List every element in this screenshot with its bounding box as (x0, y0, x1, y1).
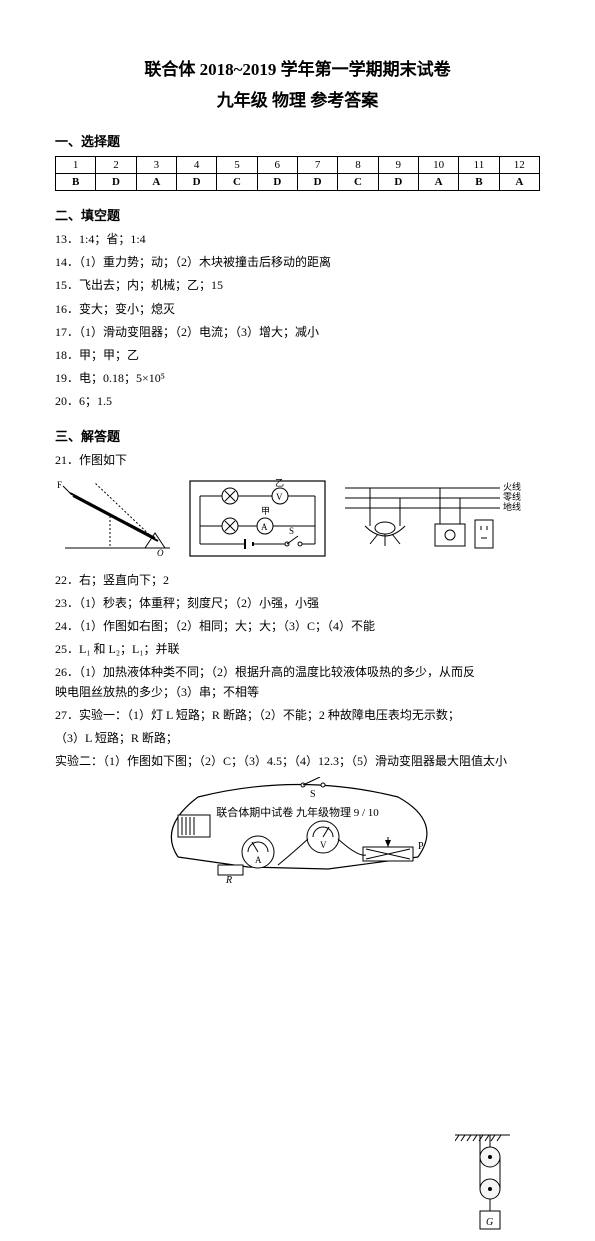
table-cell: D (96, 174, 136, 191)
lever-diagram: F O (55, 478, 175, 558)
wiring-diagram: 火线 零线 地线 (340, 476, 530, 561)
q27c-text: 实验二：（1）作图如下图；（2）C；（3）4.5；（4）12.3；（5）滑动变阻… (55, 752, 540, 771)
table-cell: 12 (499, 157, 539, 174)
svg-text:A: A (261, 522, 268, 532)
table-cell: 10 (418, 157, 458, 174)
table-cell: D (378, 174, 418, 191)
table-cell: B (56, 174, 96, 191)
table-cell: D (176, 174, 216, 191)
table-cell: D (297, 174, 337, 191)
q27b-text: （3）L 短路；R 断路； (55, 729, 540, 748)
svg-text:零线: 零线 (503, 491, 521, 502)
table-cell: 5 (217, 157, 257, 174)
table-cell: A (418, 174, 458, 191)
circuit-diagram: V A 甲 乙 S (185, 476, 330, 561)
svg-text:S: S (289, 526, 294, 536)
table-cell: 9 (378, 157, 418, 174)
q27a-text: 27．实验一：（1）灯 L 短路；R 断路；（2）不能；2 种故障电压表均无示数… (55, 706, 540, 725)
choice-table: 1 2 3 4 5 6 7 8 9 10 11 12 B D A D C D D… (55, 156, 540, 191)
svg-text:火线: 火线 (503, 481, 521, 492)
fill-item: 20．6；1.5 (55, 392, 540, 411)
svg-text:S: S (310, 789, 316, 800)
diagram-row: F O V A 甲 乙 S 火线 (55, 476, 540, 561)
page-footer: 联合体期中试卷 九年级物理 9 / 10 (0, 804, 595, 820)
table-cell: 1 (56, 157, 96, 174)
svg-text:R: R (225, 875, 232, 886)
page-title-2: 九年级 物理 参考答案 (55, 86, 540, 111)
table-cell: 11 (459, 157, 499, 174)
svg-text:O: O (157, 548, 164, 558)
table-cell: 2 (96, 157, 136, 174)
svg-text:乙: 乙 (275, 478, 284, 488)
bottom-circuit: S A V R P (55, 777, 540, 891)
q22-text: 22．右；竖直向下；2 (55, 571, 540, 590)
svg-text:F: F (57, 480, 62, 490)
table-cell: A (499, 174, 539, 191)
q25-text: 25．L₁ 和 L₂；L₁；并联 (55, 640, 540, 659)
fill-item: 18．甲；甲；乙 (55, 346, 540, 365)
section3-heading: 三、解答题 (55, 426, 540, 445)
table-cell: A (136, 174, 176, 191)
table-cell: 8 (338, 157, 378, 174)
table-cell: 7 (297, 157, 337, 174)
fill-item: 16．变大；变小；熄灭 (55, 300, 540, 319)
table-row: B D A D C D D C D A B A (56, 174, 540, 191)
fill-item: 17．（1）滑动变阻器；（2）电流；（3）增大；减小 (55, 323, 540, 342)
q26-text: 26．（1）加热液体种类不同；（2）根据升高的温度比较液体吸热的多少，从而反映电… (55, 663, 540, 701)
q24-text: 24．（1）作图如右图；（2）相同；大；大；（3）C；（4）不能 (55, 617, 540, 636)
table-cell: 3 (136, 157, 176, 174)
table-cell: B (459, 174, 499, 191)
section1-heading: 一、选择题 (55, 131, 540, 150)
table-cell: 4 (176, 157, 216, 174)
section2-heading: 二、填空题 (55, 205, 540, 224)
fill-item: 14．（1）重力势；动；（2）木块被撞击后移动的距离 (55, 253, 540, 272)
fill-item: 15．飞出去；内；机械；乙；15 (55, 276, 540, 295)
table-cell: D (257, 174, 297, 191)
q23-text: 23．（1）秒表；体重秤；刻度尺；（2）小强，小强 (55, 594, 540, 613)
table-row: 1 2 3 4 5 6 7 8 9 10 11 12 (56, 157, 540, 174)
svg-text:V: V (276, 492, 283, 502)
svg-text:A: A (255, 855, 262, 865)
page-title-1: 联合体 2018~2019 学年第一学期期末试卷 (55, 55, 540, 80)
svg-text:甲: 甲 (261, 506, 270, 516)
svg-text:地线: 地线 (503, 501, 521, 512)
q21-text: 21．作图如下 (55, 451, 540, 470)
table-cell: C (338, 174, 378, 191)
svg-text:G: G (486, 1217, 493, 1228)
table-cell: 6 (257, 157, 297, 174)
fill-item: 13．1:4；省；1:4 (55, 230, 540, 249)
fill-item: 19．电；0.18；5×10⁵ (55, 369, 540, 388)
pulley-diagram: G (455, 1131, 510, 1241)
svg-text:P: P (418, 841, 424, 852)
table-cell: C (217, 174, 257, 191)
